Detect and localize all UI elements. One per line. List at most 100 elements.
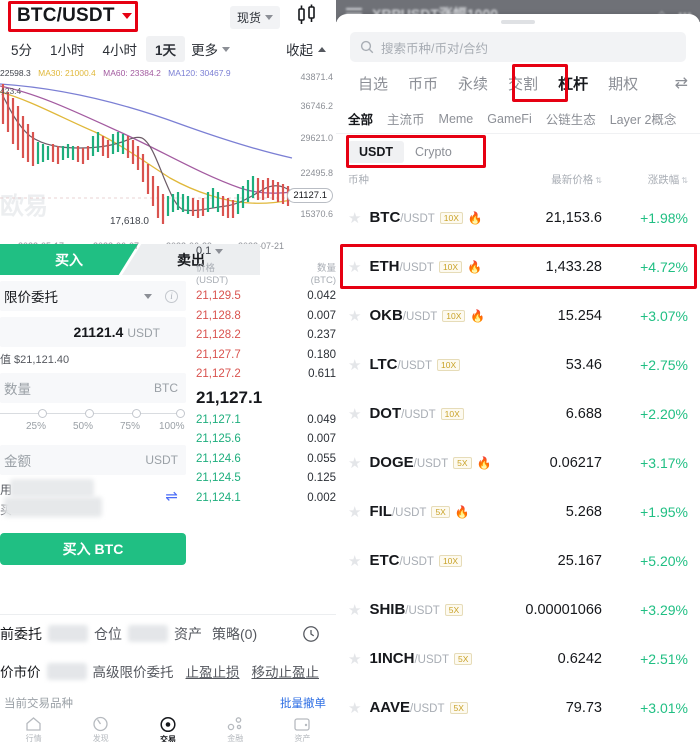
market-base: ETH (369, 258, 400, 275)
bottom-nav: 行情 发现 交易 金融 (0, 716, 336, 742)
batch-cancel-link[interactable]: 批量撤单 (280, 698, 326, 710)
subtab-advanced-limit[interactable]: 高级限价委托 (92, 665, 174, 680)
chart-collapse-button[interactable]: 收起 (286, 39, 326, 59)
blurred-count-2 (128, 625, 168, 642)
market-row[interactable]: ★ SHIB/USDT 5X 0.00001066 +3.29% (336, 585, 700, 634)
market-row[interactable]: ★ DOGE/USDT 5X 🔥 0.06217 +3.17% (336, 438, 700, 487)
slider-node-75[interactable] (132, 409, 141, 418)
bid-row[interactable]: 21,124.5 0.125 (196, 469, 336, 489)
interval-1d[interactable]: 1天 (146, 36, 186, 62)
sheet-grabber[interactable] (501, 20, 535, 24)
market-row[interactable]: ★ ETC/USDT 10X 25.167 +5.20% (336, 536, 700, 585)
price-chart[interactable]: 22598.3 MA30: 21000.4 MA60: 23384.2 MA12… (0, 66, 336, 251)
slider-node-50[interactable] (85, 409, 94, 418)
amount-input[interactable]: 数量 BTC (0, 373, 186, 403)
buy-sell-tabs: 买入 卖出 (0, 244, 260, 275)
interval-more-button[interactable]: 更多 (185, 36, 236, 62)
interval-5m[interactable]: 5分 (11, 43, 33, 58)
column-price[interactable]: 最新价格 ⇅ (494, 172, 602, 187)
favorite-star-icon[interactable]: ★ (348, 454, 362, 472)
amount-percent-slider[interactable]: 25% 50% 75% 100% (0, 407, 186, 439)
pair-selector[interactable]: BTC/USDT (8, 0, 138, 32)
submit-buy-button[interactable]: 买入 BTC (0, 533, 186, 565)
total-input[interactable]: 金额 USDT (0, 445, 186, 475)
chevron-down-icon (265, 15, 273, 20)
subtab-publicchain[interactable]: 公链生态 (545, 113, 596, 127)
market-row[interactable]: ★ 1INCH/USDT 5X 0.6242 +2.51% (336, 634, 700, 683)
interval-1h[interactable]: 1小时 (50, 43, 85, 58)
bid-row[interactable]: 21,124.6 0.055 (196, 450, 336, 470)
favorite-star-icon[interactable]: ★ (348, 405, 362, 423)
depth-selector[interactable]: 0.1 (196, 245, 224, 257)
favorite-star-icon[interactable]: ★ (348, 356, 362, 374)
ask-row[interactable]: 21,128.8 0.007 (196, 307, 336, 327)
nav-item-finance[interactable]: 金融 (202, 716, 269, 742)
tab-buy[interactable]: 买入 (0, 244, 138, 275)
market-row[interactable]: ★ OKB/USDT 10X 🔥 15.254 +3.07% (336, 291, 700, 340)
market-row[interactable]: ★ FIL/USDT 5X 🔥 5.268 +1.95% (336, 487, 700, 536)
nav-label-assets: 资产 (294, 734, 311, 742)
favorite-star-icon[interactable]: ★ (348, 552, 362, 570)
bid-row[interactable]: 21,127.1 0.049 (196, 411, 336, 431)
subtab-trailing-stop[interactable]: 移动止盈止 (251, 665, 320, 680)
subtab-layer2[interactable]: Layer 2概念 (609, 113, 677, 127)
subtab-mainstream[interactable]: 主流币 (387, 113, 425, 127)
history-icon[interactable] (302, 625, 320, 643)
subtab-take-profit-stop-loss[interactable]: 止盈止损 (185, 665, 240, 680)
market-row[interactable]: ★ LTC/USDT 10X 53.46 +2.75% (336, 340, 700, 389)
swap-icon[interactable]: ⇄ (674, 75, 688, 92)
search-input[interactable]: 搜索币种/币对/合约 (350, 32, 686, 62)
market-row[interactable]: ★ ETH/USDT 10X 🔥 1,433.28 +4.72% (336, 242, 700, 291)
favorite-star-icon[interactable]: ★ (348, 650, 362, 668)
favorite-star-icon[interactable]: ★ (348, 601, 362, 619)
ask-row[interactable]: 21,128.2 0.237 (196, 326, 336, 346)
ma120-legend: MA120: 30467.9 (168, 68, 231, 78)
swap-icon[interactable]: ⇌ (165, 488, 178, 505)
ask-row[interactable]: 21,127.2 0.611 (196, 365, 336, 385)
subtab-limit-market[interactable]: 价市价 (0, 665, 41, 680)
favorite-star-icon[interactable]: ★ (348, 503, 362, 521)
filter-current-pair[interactable]: 当前交易品种 (4, 698, 73, 710)
favorite-star-icon[interactable]: ★ (348, 699, 362, 717)
subtab-gamefi[interactable]: GameFi (487, 111, 532, 126)
subtab-meme[interactable]: Meme (438, 111, 474, 126)
ask-row[interactable]: 21,127.7 0.180 (196, 346, 336, 366)
price-input[interactable]: 21121.4 USDT (0, 317, 186, 347)
nav-item-discover[interactable]: 发现 (67, 716, 134, 742)
bid-row[interactable]: 21,125.6 0.007 (196, 430, 336, 450)
interval-4h[interactable]: 4小时 (102, 43, 138, 58)
order-type-select[interactable]: 限价委托 i (0, 281, 186, 311)
candlestick-icon[interactable] (294, 4, 320, 26)
market-row[interactable]: ★ AAVE/USDT 5X 79.73 +3.01% (336, 683, 700, 732)
subtab-all[interactable]: 全部 (348, 113, 374, 127)
quote-tab-crypto[interactable]: Crypto (415, 145, 452, 159)
blurred-count-3 (46, 662, 87, 680)
tab-positions[interactable]: 仓位 (94, 625, 122, 642)
market-row[interactable]: ★ BTC/USDT 10X 🔥 21,153.6 +1.98% (336, 193, 700, 242)
nav-item-markets[interactable]: 行情 (0, 716, 67, 742)
favorite-star-icon[interactable]: ★ (348, 209, 362, 227)
tab-futures[interactable]: 交割 (508, 75, 539, 93)
ask-row[interactable]: 21,129.5 0.042 (196, 287, 336, 307)
tab-spot[interactable]: 币币 (408, 75, 439, 93)
tab-strategies[interactable]: 策略(0) (212, 625, 258, 642)
tab-options[interactable]: 期权 (608, 75, 639, 93)
nav-item-assets[interactable]: 资产 (269, 716, 336, 742)
slider-node-25[interactable] (38, 409, 47, 418)
tab-perpetual[interactable]: 永续 (458, 75, 489, 93)
column-change[interactable]: 涨跌幅 ⇅ (602, 172, 688, 187)
tab-sell[interactable]: 卖出 (122, 244, 260, 275)
slider-node-100[interactable] (176, 409, 185, 418)
market-type-chip[interactable]: 现货 (229, 6, 280, 29)
market-price: 79.73 (565, 699, 602, 716)
bid-row[interactable]: 21,124.1 0.002 (196, 489, 336, 509)
tab-assets[interactable]: 资产 (174, 625, 202, 642)
favorite-star-icon[interactable]: ★ (348, 307, 362, 325)
tab-favorites[interactable]: 自选 (358, 75, 389, 93)
market-row[interactable]: ★ DOT/USDT 10X 6.688 +2.20% (336, 389, 700, 438)
quote-tab-usdt[interactable]: USDT (348, 141, 405, 163)
tab-current-orders[interactable]: 前委托 (0, 625, 42, 642)
favorite-star-icon[interactable]: ★ (348, 258, 362, 276)
info-icon[interactable]: i (165, 289, 178, 303)
nav-item-trade[interactable]: 交易 (134, 716, 201, 742)
